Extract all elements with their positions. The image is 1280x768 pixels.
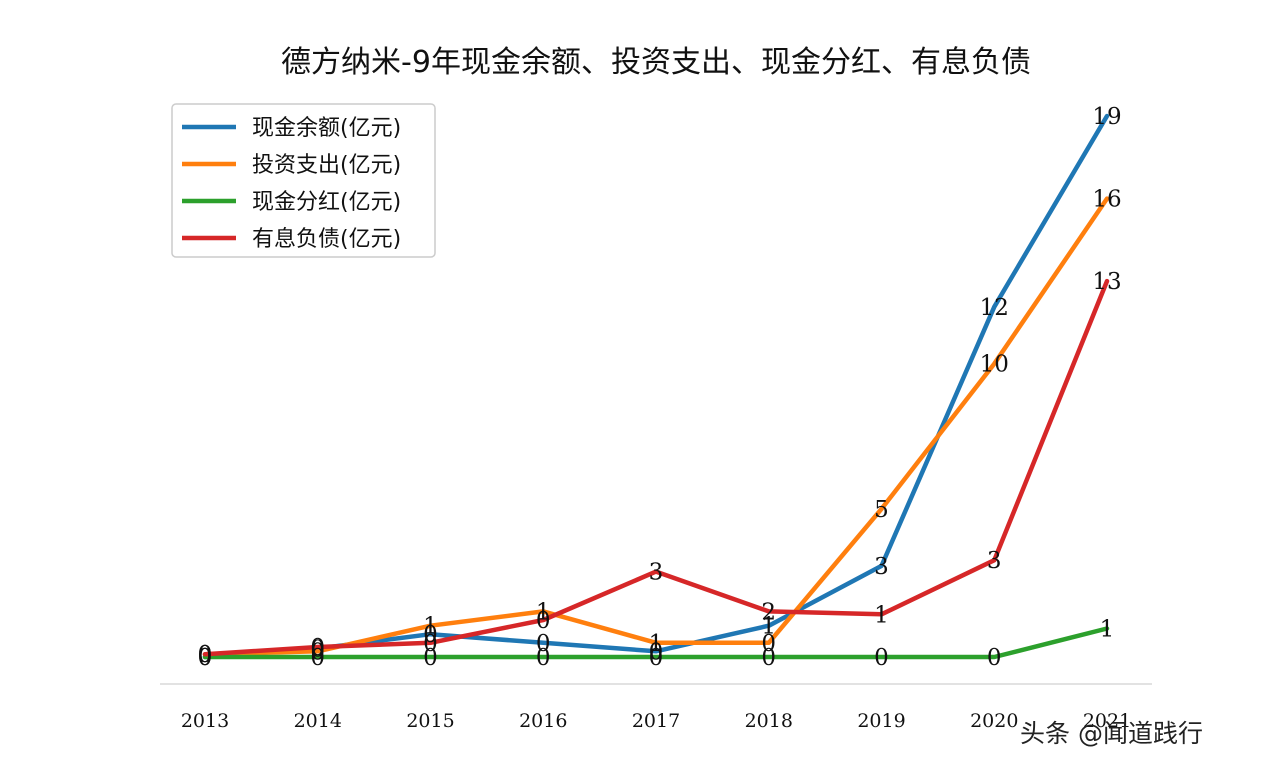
data-label: 19	[1092, 104, 1121, 130]
data-label: 0	[423, 631, 438, 657]
legend-label: 现金分红(亿元)	[252, 190, 401, 215]
data-label: 2	[761, 599, 776, 625]
data-label: 0	[198, 645, 213, 671]
watermark: 头条 @闻道践行	[1020, 719, 1203, 748]
x-tick-label: 2018	[745, 710, 793, 732]
x-tick-label: 2017	[632, 710, 680, 732]
series-line-4	[202, 278, 1110, 657]
data-label: 0	[198, 642, 213, 668]
data-label: 0	[761, 645, 776, 671]
legend-label: 投资支出(亿元)	[252, 153, 401, 178]
series-line-3	[202, 626, 1110, 660]
data-label: 1	[649, 631, 664, 657]
data-label: 5	[874, 497, 889, 523]
legend-label: 有息负债(亿元)	[252, 227, 401, 252]
x-tick-label: 2015	[406, 710, 454, 732]
data-label: 0	[423, 645, 438, 671]
data-label: 0	[874, 645, 889, 671]
data-label: 0	[987, 645, 1002, 671]
data-label: 0	[649, 645, 664, 671]
data-label: 1	[423, 614, 438, 640]
data-label: 1	[874, 602, 889, 628]
data-label: 0	[198, 645, 213, 671]
x-tick-label: 2013	[181, 710, 229, 732]
data-label: 0	[310, 636, 325, 662]
data-label: 12	[980, 295, 1009, 321]
series-lines	[202, 113, 1110, 660]
data-label: 1	[536, 599, 551, 625]
data-label: 0	[423, 622, 438, 648]
x-tick-label: 2016	[519, 710, 567, 732]
x-axis-ticks: 2013 2014 2015 2016 2017 2018 2019 2020 2021	[181, 710, 1131, 732]
legend-label: 现金余额(亿元)	[252, 116, 401, 141]
data-label: 0	[536, 645, 551, 671]
data-label: 0	[310, 635, 325, 661]
x-tick-label: 2014	[294, 710, 342, 732]
x-tick-label: 2021	[1083, 710, 1131, 732]
x-tick-label: 2019	[857, 710, 905, 732]
legend-box	[171, 103, 436, 258]
data-label: 0	[536, 608, 551, 634]
series-line-2	[202, 196, 1110, 657]
data-label: 3	[987, 548, 1002, 574]
data-label: 0	[310, 639, 325, 665]
x-tick-label: 2020	[970, 710, 1018, 732]
data-label: 0	[310, 645, 325, 671]
data-label: 1	[761, 614, 776, 640]
data-label: 0	[198, 642, 213, 668]
data-label: 3	[874, 554, 889, 580]
data-label: 13	[1092, 269, 1121, 295]
data-label: 0	[536, 631, 551, 657]
data-label: 0	[649, 639, 664, 665]
legend: 现金余额(亿元) 投资支出(亿元) 现金分红(亿元) 有息负债(亿元)	[171, 103, 436, 258]
data-label: 10	[980, 352, 1009, 378]
data-label: 16	[1092, 187, 1121, 213]
data-label: 3	[649, 560, 664, 586]
data-label: 0	[761, 631, 776, 657]
chart-title: 德方纳米-9年现金余额、投资支出、现金分红、有息负债	[281, 45, 1031, 80]
data-label: 1	[1100, 617, 1115, 643]
